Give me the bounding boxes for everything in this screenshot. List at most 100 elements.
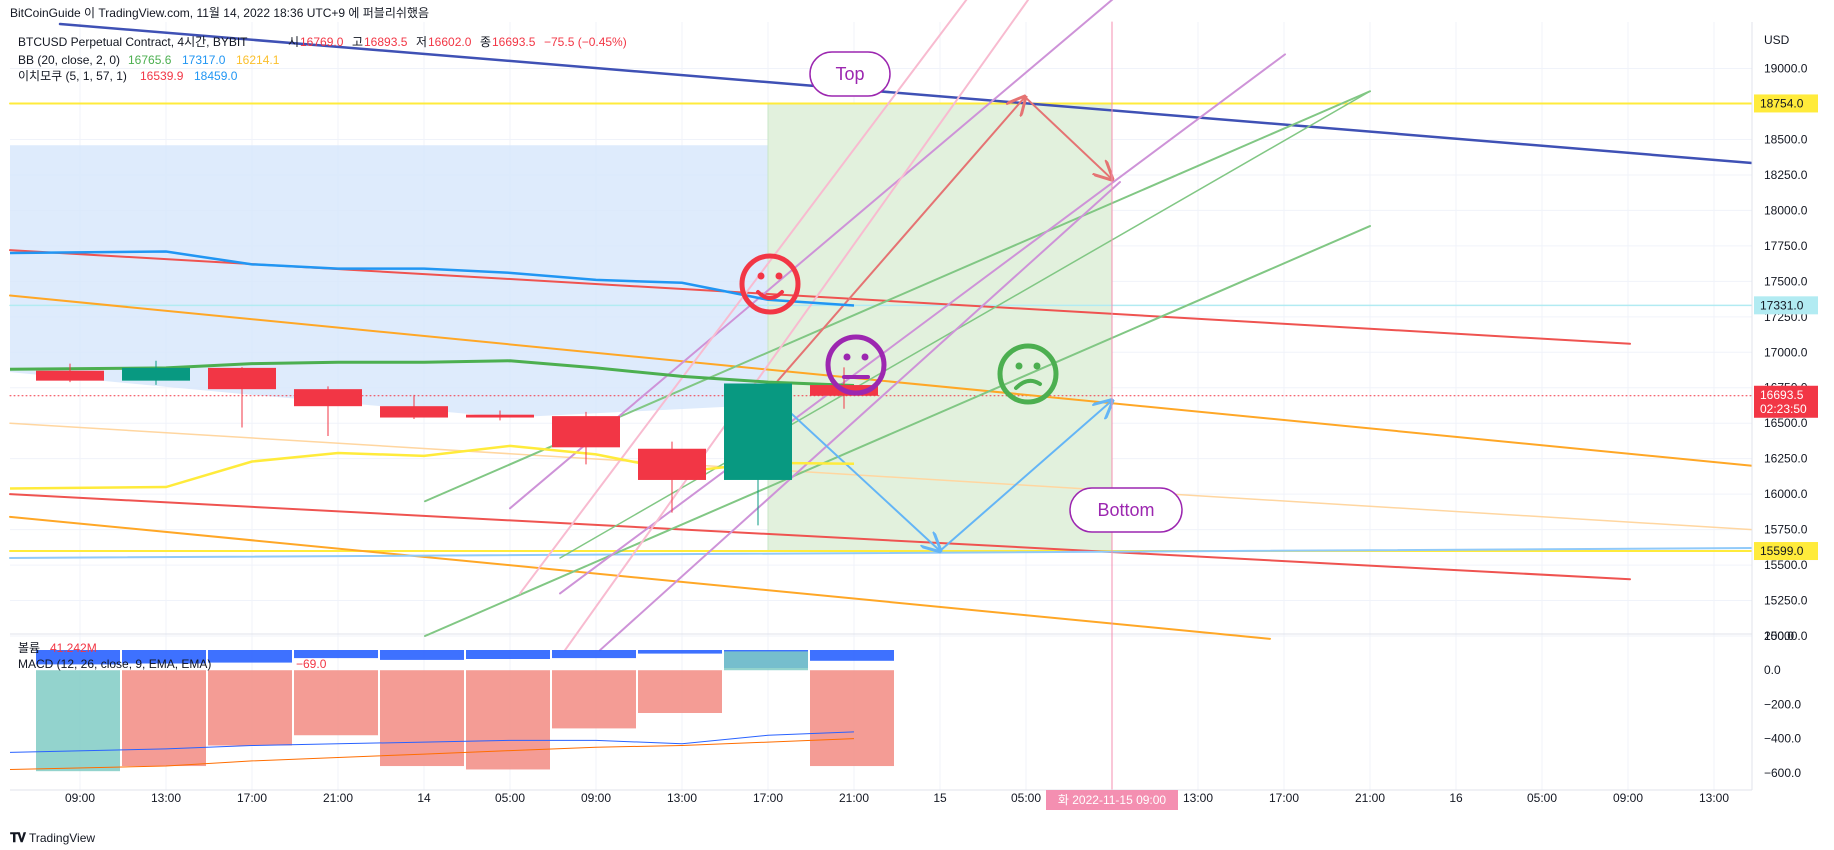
candle-body xyxy=(552,416,620,448)
time-tick-label: 05:00 xyxy=(495,791,525,805)
legend-symbol: BTCUSD Perpetual Contract, 4시간, BYBIT xyxy=(18,35,248,49)
purple-fan-line-2 xyxy=(559,53,1286,595)
candle-body xyxy=(380,406,448,418)
price-axis-bg xyxy=(1752,0,1834,850)
macd-tick-label: 0.0 xyxy=(1764,663,1781,677)
face-mouth-icon xyxy=(756,290,784,300)
macd-histogram-bar xyxy=(466,670,550,770)
legend-ohlc-label: 시 xyxy=(288,35,299,49)
neutral-face-icon xyxy=(825,334,887,396)
candle-body xyxy=(466,414,534,418)
publish-line: BitCoinGuide 이 TradingView.com, 11월 14, … xyxy=(10,6,429,20)
price-tick-label: 15500.0 xyxy=(1764,558,1808,572)
current-price-label: 16693.5 xyxy=(1760,388,1804,402)
target-box xyxy=(767,102,1113,552)
projection-rebound-arrow xyxy=(939,401,1112,552)
candle-body xyxy=(122,367,190,381)
current-price-tag xyxy=(1754,385,1818,418)
price-tick-label: 17000.0 xyxy=(1764,345,1808,359)
price-tick-label: 17750.0 xyxy=(1764,239,1808,253)
price-tick-label: 16000.0 xyxy=(1764,487,1808,501)
legend-ichimoku-label: 이치모쿠 (5, 1, 57, 1) xyxy=(18,69,127,83)
legend-ohlc-label: 고 xyxy=(352,35,363,49)
bb-upper-band xyxy=(9,250,855,307)
volume-bar xyxy=(552,650,636,659)
green-fan-line-3 xyxy=(559,90,1371,559)
ichimoku-cloud xyxy=(10,145,768,418)
time-tick-label: 13:00 xyxy=(1183,791,1213,805)
legend-ohlc-label: 저 xyxy=(416,35,427,49)
currency-label: USD xyxy=(1764,33,1790,47)
tradingview-logo-icon: 𝐓𝐕 xyxy=(10,830,26,845)
time-tick-label: 14 xyxy=(417,791,431,805)
time-tick-label: 21:00 xyxy=(839,791,869,805)
legend-bb-value: 17317.0 xyxy=(182,53,226,67)
projection-down-arrow xyxy=(1024,95,1112,179)
navy-trendline xyxy=(58,22,1754,165)
legend-ohlc-value: 16693.5 xyxy=(492,35,536,49)
time-tick-label: 05:00 xyxy=(1011,791,1041,805)
face-eye-icon xyxy=(775,272,783,280)
volume-bar xyxy=(208,650,292,663)
time-tick-label: 15 xyxy=(933,791,947,805)
volume-bar xyxy=(122,650,206,664)
level-tag xyxy=(1754,296,1818,315)
countdown-label: 02:23:50 xyxy=(1760,402,1807,416)
bb-basis xyxy=(9,359,855,388)
legend-ichimoku-value: 16539.9 xyxy=(140,69,184,83)
macd-pane xyxy=(9,650,894,772)
macd-histogram-bar xyxy=(724,651,808,671)
macd-histogram-bar xyxy=(208,670,292,746)
time-tick-label: 17:00 xyxy=(237,791,267,805)
time-tick-label: 05:00 xyxy=(1527,791,1557,805)
axes: USD 15000.0 15250.0 15500.0 15750.0 16000.0 16… xyxy=(10,0,1834,850)
purple-fan-line-3 xyxy=(599,181,1121,652)
volume-bar xyxy=(36,650,120,665)
time-tick-label: 13:00 xyxy=(151,791,181,805)
face-eye-icon xyxy=(843,353,851,361)
candle-body xyxy=(724,383,792,480)
time-tick-label: 16 xyxy=(1449,791,1463,805)
price-tick-label: 15750.0 xyxy=(1764,523,1808,537)
price-tick-label: 15000.0 xyxy=(1764,629,1808,643)
footer-logo[interactable]: 𝐓𝐕 TradingView xyxy=(10,830,95,846)
projection-drop-arrow xyxy=(767,391,940,551)
time-tick-label: 13:00 xyxy=(1699,791,1729,805)
legend-bb-value: 16214.1 xyxy=(236,53,280,67)
crosshair-date-tag xyxy=(1046,790,1178,810)
support-line-light xyxy=(9,422,1753,531)
legend-bb-label: BB (20, close, 2, 0) xyxy=(18,53,120,67)
confused-face-icon xyxy=(997,343,1059,405)
macd-histogram-bar xyxy=(638,670,722,713)
legend-bb-value: 16765.6 xyxy=(128,53,172,67)
red-trendline-lower xyxy=(9,493,1631,581)
price-tick-label: 15250.0 xyxy=(1764,594,1808,608)
face-eye-icon xyxy=(757,272,765,280)
crosshair-date-label: 화 2022-11-15 09:00 xyxy=(1058,793,1167,807)
legend-volume-label: 볼륨 xyxy=(18,641,40,655)
price-tick-label: 16500.0 xyxy=(1764,416,1808,430)
price-tick-label: 18250.0 xyxy=(1764,168,1808,182)
candle-body xyxy=(36,370,104,381)
legend-ohlc-value: 16893.5 xyxy=(364,35,408,49)
candle-body xyxy=(208,367,276,390)
macd-histogram-bar xyxy=(36,670,120,772)
legend: BTCUSD Perpetual Contract, 4시간, BYBIT 시 16… xyxy=(18,35,627,671)
macd-histogram-bar xyxy=(294,670,378,736)
time-tick-label: 09:00 xyxy=(1613,791,1643,805)
price-tick-label: 16250.0 xyxy=(1764,452,1808,466)
macd-line xyxy=(9,731,855,753)
macd-histogram-bar xyxy=(122,670,206,767)
top-annotation-label: Top xyxy=(835,64,864,84)
time-tick-label: 17:00 xyxy=(753,791,783,805)
volume-bar xyxy=(466,650,550,659)
level-tag-label: 15599.0 xyxy=(1760,544,1804,558)
level-tag xyxy=(1754,542,1818,561)
time-tick-label: 21:00 xyxy=(1355,791,1385,805)
annotations: Top Bottom xyxy=(739,51,1183,533)
ichimoku-cloud-area xyxy=(10,145,768,418)
legend-ohlc-value: 16602.0 xyxy=(428,35,472,49)
volume-bar xyxy=(810,650,894,661)
